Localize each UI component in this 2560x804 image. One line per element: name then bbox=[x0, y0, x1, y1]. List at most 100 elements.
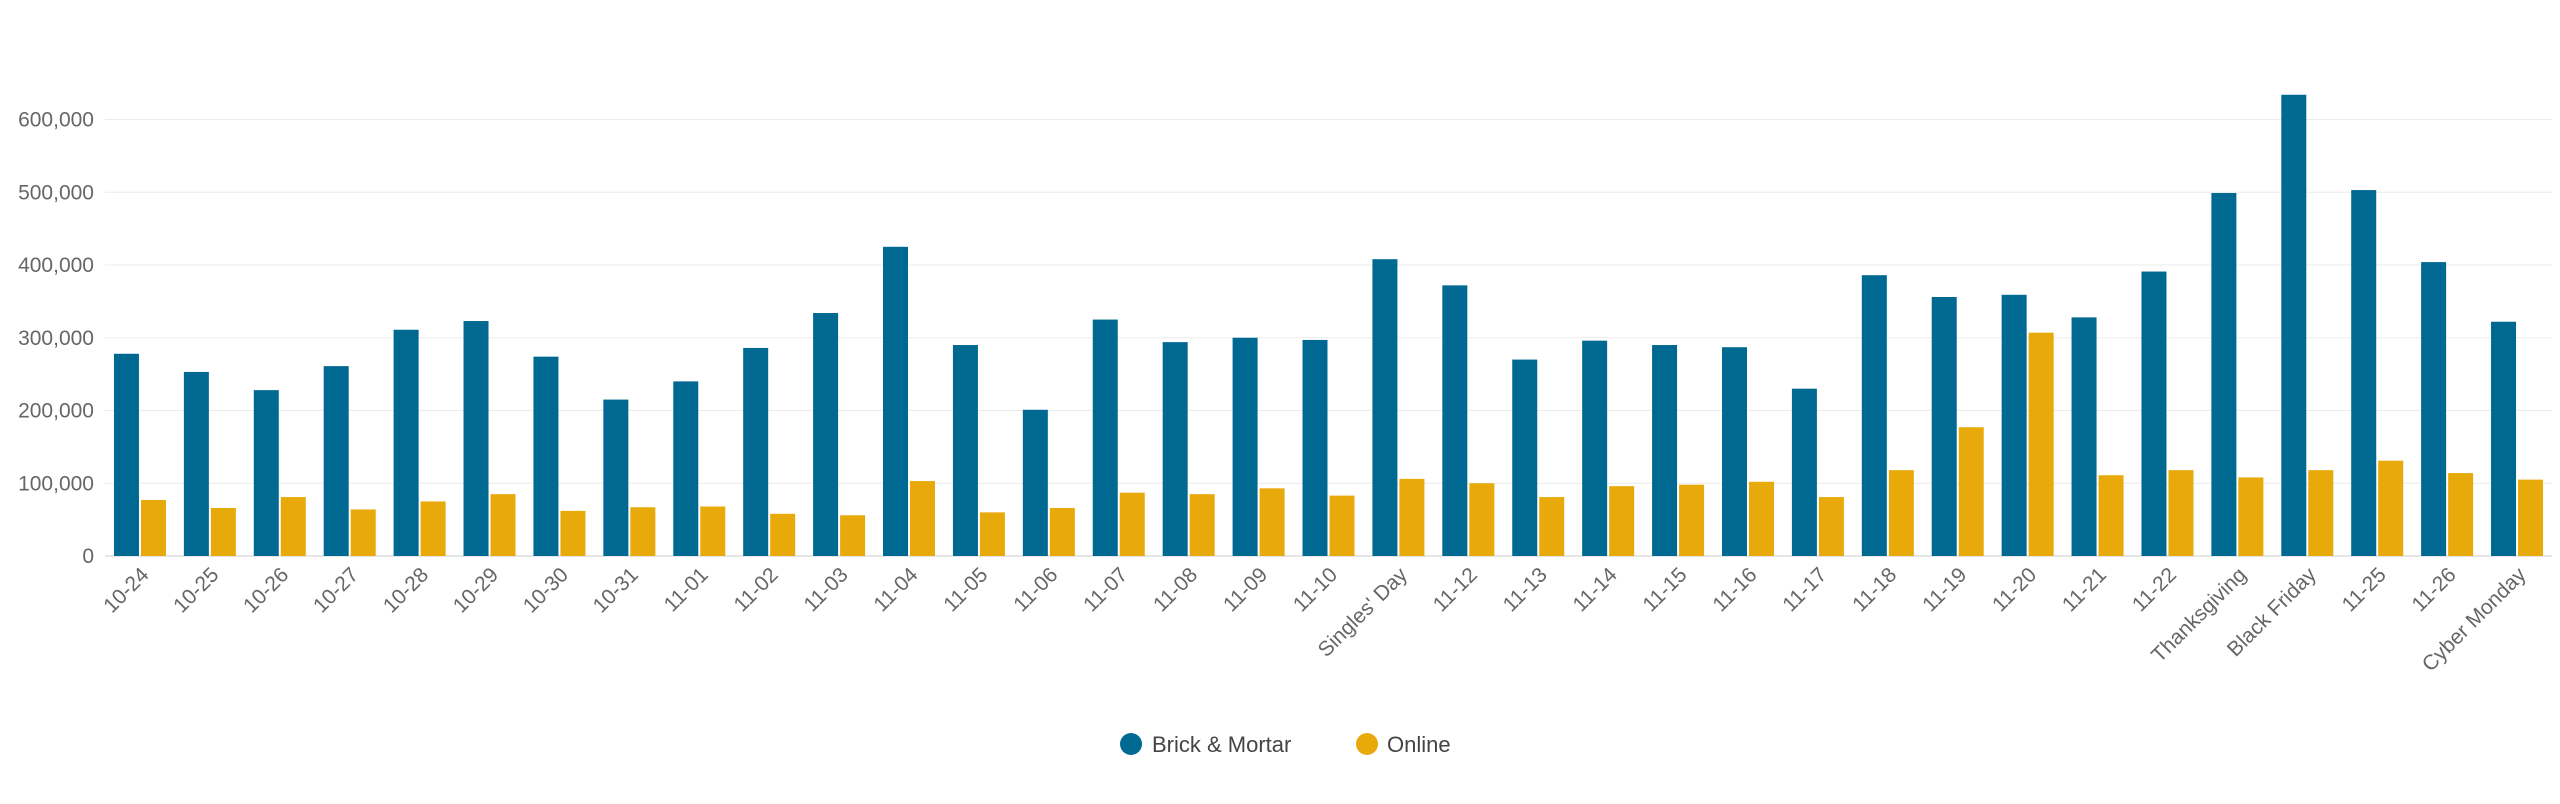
x-tick-label: 10-29 bbox=[449, 563, 503, 617]
bar-online[interactable] bbox=[210, 507, 236, 556]
bar-brick-mortar[interactable] bbox=[952, 345, 978, 556]
bar-brick-mortar[interactable] bbox=[1721, 347, 1747, 556]
bar-brick-mortar[interactable] bbox=[1372, 259, 1398, 556]
bar-brick-mortar[interactable] bbox=[2421, 262, 2447, 556]
x-tick-label: 11-20 bbox=[1988, 563, 2041, 616]
y-tick-label: 400,000 bbox=[18, 254, 94, 277]
x-tick-label: 11-03 bbox=[799, 563, 852, 616]
bar-brick-mortar[interactable] bbox=[673, 381, 699, 556]
bar-online[interactable] bbox=[1049, 507, 1075, 556]
bar-brick-mortar[interactable] bbox=[2281, 94, 2307, 556]
bar-online[interactable] bbox=[350, 509, 376, 556]
bar-online[interactable] bbox=[2028, 332, 2054, 556]
x-tick-label: 11-16 bbox=[1708, 563, 1761, 616]
bar-online[interactable] bbox=[1119, 492, 1145, 556]
legend-item[interactable]: Brick & Mortar bbox=[1120, 732, 1291, 757]
bar-online[interactable] bbox=[140, 499, 166, 556]
bar-brick-mortar[interactable] bbox=[393, 329, 419, 556]
bar-brick-mortar[interactable] bbox=[1442, 285, 1468, 556]
x-tick-label: 11-21 bbox=[2058, 563, 2111, 616]
bar-online[interactable] bbox=[630, 507, 656, 556]
bar-online[interactable] bbox=[1399, 478, 1425, 556]
bar-online[interactable] bbox=[2518, 479, 2544, 556]
x-tick-label: 11-04 bbox=[869, 563, 922, 616]
bar-online[interactable] bbox=[2378, 460, 2404, 556]
bar-online[interactable] bbox=[979, 512, 1005, 556]
bar-brick-mortar[interactable] bbox=[1022, 409, 1048, 556]
y-tick-label: 0 bbox=[82, 545, 94, 568]
bar-brick-mortar[interactable] bbox=[183, 371, 209, 556]
x-tick-label: 11-25 bbox=[2338, 563, 2391, 616]
bar-online[interactable] bbox=[910, 481, 936, 556]
bar-brick-mortar[interactable] bbox=[463, 321, 489, 556]
x-tick-label: 11-17 bbox=[1778, 563, 1831, 616]
bar-brick-mortar[interactable] bbox=[1582, 340, 1608, 556]
bar-online[interactable] bbox=[700, 506, 726, 556]
bar-brick-mortar[interactable] bbox=[2491, 321, 2517, 556]
bar-brick-mortar[interactable] bbox=[1791, 388, 1817, 556]
bar-brick-mortar[interactable] bbox=[2141, 271, 2167, 556]
bar-online[interactable] bbox=[1748, 481, 1774, 556]
bar-online[interactable] bbox=[2238, 477, 2264, 556]
bar-online[interactable] bbox=[1329, 495, 1355, 556]
x-tick-label: 10-28 bbox=[379, 563, 433, 617]
legend-label: Brick & Mortar bbox=[1152, 732, 1291, 757]
bar-brick-mortar[interactable] bbox=[2211, 192, 2237, 557]
bar-online[interactable] bbox=[1679, 484, 1705, 556]
bar-online[interactable] bbox=[1609, 486, 1635, 556]
bar-brick-mortar[interactable] bbox=[1861, 275, 1887, 556]
x-tick-label: 10-24 bbox=[99, 563, 153, 617]
x-tick-label: 11-10 bbox=[1289, 563, 1342, 616]
bar-brick-mortar[interactable] bbox=[253, 390, 279, 556]
bar-brick-mortar[interactable] bbox=[603, 399, 629, 556]
bar-brick-mortar[interactable] bbox=[1092, 319, 1118, 556]
bar-online[interactable] bbox=[1818, 497, 1844, 556]
legend[interactable]: Brick & Mortar Online bbox=[1120, 732, 1451, 757]
bar-online[interactable] bbox=[280, 497, 306, 556]
bar-online[interactable] bbox=[1539, 497, 1565, 556]
bar-brick-mortar[interactable] bbox=[1931, 297, 1957, 556]
bar-online[interactable] bbox=[770, 513, 796, 556]
bar-online[interactable] bbox=[1469, 483, 1495, 556]
x-tick-label: 11-01 bbox=[660, 563, 713, 616]
bar-brick-mortar[interactable] bbox=[1162, 342, 1188, 556]
bar-online[interactable] bbox=[840, 515, 866, 556]
bar-online[interactable] bbox=[2448, 473, 2474, 556]
x-tick-label: 10-25 bbox=[169, 563, 223, 617]
x-tick-label: 11-22 bbox=[2128, 563, 2181, 616]
bar-brick-mortar[interactable] bbox=[2001, 294, 2027, 556]
bar-brick-mortar[interactable] bbox=[1302, 339, 1328, 556]
bar-brick-mortar[interactable] bbox=[113, 353, 139, 556]
bar-online[interactable] bbox=[560, 510, 586, 556]
bar-brick-mortar[interactable] bbox=[2351, 190, 2377, 556]
bar-online[interactable] bbox=[420, 501, 446, 556]
bar-brick-mortar[interactable] bbox=[1232, 337, 1258, 556]
bar-online[interactable] bbox=[1888, 470, 1914, 556]
x-tick-label: 11-09 bbox=[1219, 563, 1272, 616]
bar-brick-mortar[interactable] bbox=[533, 356, 559, 556]
x-tick-label: 11-14 bbox=[1569, 563, 1622, 616]
bar-brick-mortar[interactable] bbox=[1512, 359, 1538, 556]
bar-brick-mortar[interactable] bbox=[813, 313, 839, 556]
bar-online[interactable] bbox=[490, 494, 516, 556]
x-tick-label: 11-18 bbox=[1848, 563, 1901, 616]
y-axis: 0 100,000 200,000 300,000 400,000 500,000 600,… bbox=[18, 109, 94, 569]
bar-online[interactable] bbox=[2098, 475, 2124, 556]
y-tick-label: 200,000 bbox=[18, 400, 94, 423]
bar-brick-mortar[interactable] bbox=[1652, 345, 1678, 556]
x-tick-label: 11-26 bbox=[2408, 563, 2461, 616]
bar-brick-mortar[interactable] bbox=[323, 366, 349, 556]
bar-online[interactable] bbox=[2308, 470, 2334, 556]
bar-online[interactable] bbox=[1189, 494, 1215, 556]
bar-online[interactable] bbox=[2168, 470, 2194, 556]
y-tick-label: 300,000 bbox=[18, 327, 94, 350]
bar-online[interactable] bbox=[1958, 427, 1984, 556]
x-tick-label: 11-08 bbox=[1149, 563, 1202, 616]
bar-online[interactable] bbox=[1259, 488, 1285, 556]
legend-item[interactable]: Online bbox=[1356, 732, 1451, 757]
bar-brick-mortar[interactable] bbox=[743, 347, 769, 556]
bar-brick-mortar[interactable] bbox=[2071, 317, 2097, 556]
bars bbox=[113, 94, 2544, 557]
bar-brick-mortar[interactable] bbox=[883, 246, 909, 556]
